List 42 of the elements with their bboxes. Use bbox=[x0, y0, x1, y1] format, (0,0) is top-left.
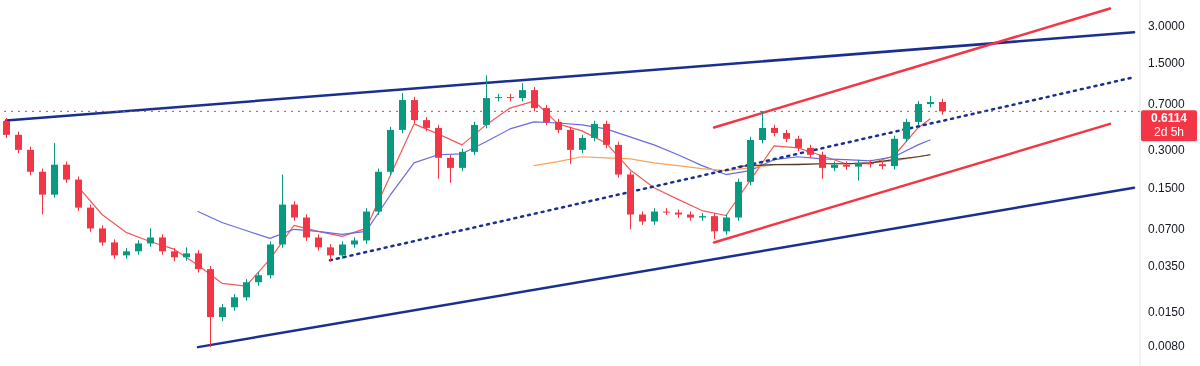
candlestick bbox=[723, 213, 730, 236]
y-tick-label: 0.7000 bbox=[1148, 97, 1186, 112]
candlestick bbox=[579, 134, 586, 154]
candlestick bbox=[111, 238, 118, 260]
candlestick bbox=[291, 200, 298, 222]
candlestick bbox=[711, 212, 718, 240]
y-tick-label: 1.5000 bbox=[1148, 56, 1186, 71]
candlestick bbox=[195, 249, 202, 274]
candlestick bbox=[27, 146, 34, 176]
candlestick bbox=[903, 118, 910, 143]
candlestick bbox=[591, 120, 598, 142]
candlestick bbox=[567, 126, 574, 165]
y-tick-label: 0.1500 bbox=[1148, 180, 1186, 195]
candlestick bbox=[459, 148, 466, 172]
candlestick bbox=[147, 227, 154, 248]
candlestick bbox=[243, 278, 250, 302]
y-tick-label: 0.0150 bbox=[1148, 305, 1186, 320]
text: 2d 5h bbox=[1153, 125, 1185, 140]
candlestick bbox=[3, 117, 10, 139]
y-tick-label: 0.0080 bbox=[1148, 339, 1186, 354]
y-tick-label: 0.0700 bbox=[1148, 221, 1186, 236]
candlestick bbox=[519, 82, 526, 102]
line-series bbox=[737, 154, 931, 168]
candlestick bbox=[39, 168, 46, 216]
candlestick bbox=[99, 224, 106, 247]
candlestick bbox=[159, 233, 166, 256]
y-tick-label: 3.0000 bbox=[1148, 18, 1186, 33]
candlestick bbox=[819, 151, 826, 180]
y-tick-label: 0.3000 bbox=[1148, 143, 1186, 158]
candlestick bbox=[531, 86, 538, 112]
ref-line-label: 0.6114 bbox=[1150, 111, 1188, 126]
candlestick bbox=[603, 120, 610, 149]
candlestick bbox=[303, 213, 310, 242]
candlestick bbox=[447, 154, 454, 184]
candlestick bbox=[87, 204, 94, 233]
line-series bbox=[197, 121, 931, 239]
candlestick bbox=[915, 100, 922, 126]
candlestick bbox=[15, 131, 22, 154]
candlestick bbox=[63, 160, 70, 184]
candlestick bbox=[855, 159, 862, 182]
candlestick bbox=[759, 110, 766, 144]
y-tick-label: 0.0350 bbox=[1148, 259, 1186, 274]
